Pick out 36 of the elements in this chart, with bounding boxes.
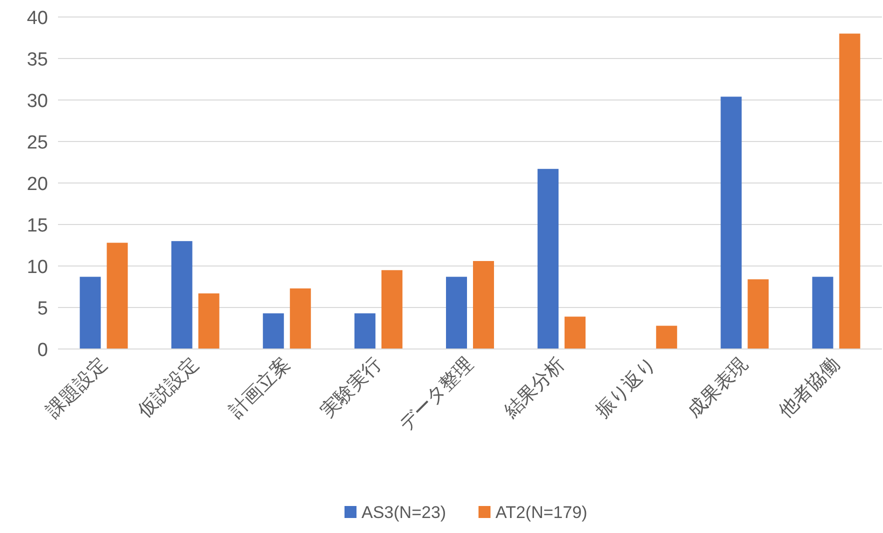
bar — [290, 288, 311, 349]
bar — [354, 313, 376, 349]
bar — [473, 261, 494, 349]
bar — [106, 242, 128, 349]
bar — [171, 241, 192, 349]
legend-label: AT2(N=179) — [496, 503, 588, 522]
x-tick-label: 他者協働 — [775, 354, 844, 422]
bar — [262, 313, 284, 349]
bar — [564, 316, 586, 349]
x-tick-label: 計画立案 — [225, 352, 294, 422]
bar — [656, 326, 678, 349]
bar — [538, 168, 559, 349]
y-tick-label: 20 — [26, 174, 48, 195]
bar — [80, 276, 101, 349]
x-tick-label: 実験実行 — [316, 352, 386, 422]
x-tick-label: データ整理 — [396, 354, 478, 436]
legend-label: AS3(N=23) — [362, 503, 446, 522]
x-tick-label: 結果分析 — [500, 354, 570, 423]
y-tick-label: 15 — [26, 216, 48, 236]
y-tick-label: 0 — [37, 340, 48, 361]
x-tick-label: 仮説設定 — [132, 352, 203, 423]
bar — [748, 279, 769, 349]
bar — [198, 293, 220, 349]
y-tick-label: 30 — [26, 91, 48, 112]
bar — [812, 276, 834, 349]
bar — [381, 270, 402, 349]
y-tick-label: 10 — [26, 257, 48, 278]
bar — [446, 276, 467, 349]
x-tick-label: 振り返り — [592, 354, 661, 422]
y-tick-label: 35 — [26, 50, 48, 70]
bar — [839, 34, 860, 349]
y-tick-label: 25 — [26, 132, 48, 154]
y-tick-label: 5 — [37, 298, 48, 320]
bar — [720, 96, 742, 349]
x-tick-label: 成果表現 — [684, 354, 752, 422]
y-tick-label: 40 — [26, 8, 48, 29]
